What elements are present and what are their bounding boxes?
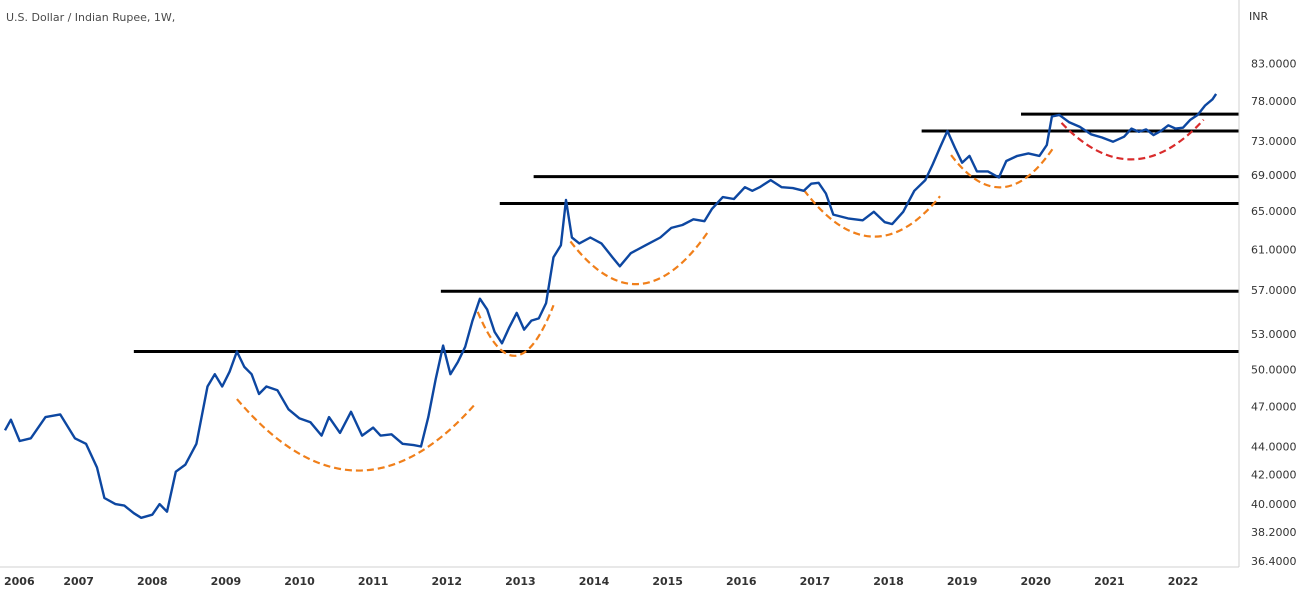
y-tick-label: 65.0000	[1251, 205, 1297, 218]
cup-curve-2	[476, 304, 555, 357]
y-tick-label: 36.4000	[1251, 555, 1297, 568]
y-tick-label: 78.0000	[1251, 95, 1297, 108]
x-tick-label: 2016	[726, 575, 757, 588]
y-tick-label: 69.0000	[1251, 169, 1297, 182]
x-axis-ticks: 2006 2007 2008 2009 2010 2011 2012 2013 2014 2015…	[4, 575, 1198, 588]
cup-curve-1	[236, 398, 478, 472]
cup-curve-3	[569, 231, 710, 286]
x-tick-label: 2011	[358, 575, 389, 588]
cup-curve-6	[1060, 118, 1205, 161]
y-axis-unit: INR	[1249, 10, 1268, 23]
price-series-group	[3, 93, 1218, 519]
chart-title: U.S. Dollar / Indian Rupee, 1W,	[6, 11, 175, 24]
y-tick-label: 38.2000	[1251, 526, 1297, 539]
x-tick-label: 2012	[431, 575, 462, 588]
x-tick-label: 2018	[873, 575, 904, 588]
x-tick-label: 2008	[137, 575, 168, 588]
price-line-1	[3, 93, 1218, 519]
x-tick-label: 2019	[947, 575, 978, 588]
x-tick-label: 2015	[652, 575, 683, 588]
y-tick-label: 57.0000	[1251, 284, 1297, 297]
y-tick-label: 40.0000	[1251, 498, 1297, 511]
x-tick-label: 2017	[800, 575, 831, 588]
y-axis-ticks: 83.0000 78.0000 73.0000 69.0000 65.0000 61.00…	[1251, 57, 1297, 568]
x-tick-label: 2020	[1020, 575, 1051, 588]
y-tick-label: 44.0000	[1251, 441, 1297, 454]
cup-curves-group	[236, 118, 1205, 472]
x-tick-label: 2013	[505, 575, 536, 588]
x-tick-label: 2006	[4, 575, 35, 588]
x-tick-label: 2022	[1168, 575, 1199, 588]
y-tick-label: 61.0000	[1251, 243, 1297, 256]
x-tick-label: 2021	[1094, 575, 1125, 588]
y-tick-label: 47.0000	[1251, 401, 1297, 414]
y-tick-label: 73.0000	[1251, 135, 1297, 148]
y-tick-label: 83.0000	[1251, 57, 1297, 70]
cup-curve-4	[802, 189, 941, 238]
x-tick-label: 2010	[284, 575, 315, 588]
y-tick-label: 42.0000	[1251, 469, 1297, 482]
y-tick-label: 50.0000	[1251, 363, 1297, 376]
y-tick-label: 53.0000	[1251, 328, 1297, 341]
x-tick-label: 2007	[63, 575, 94, 588]
x-tick-label: 2014	[579, 575, 610, 588]
cup-curve-5	[950, 146, 1056, 189]
x-tick-label: 2009	[211, 575, 242, 588]
